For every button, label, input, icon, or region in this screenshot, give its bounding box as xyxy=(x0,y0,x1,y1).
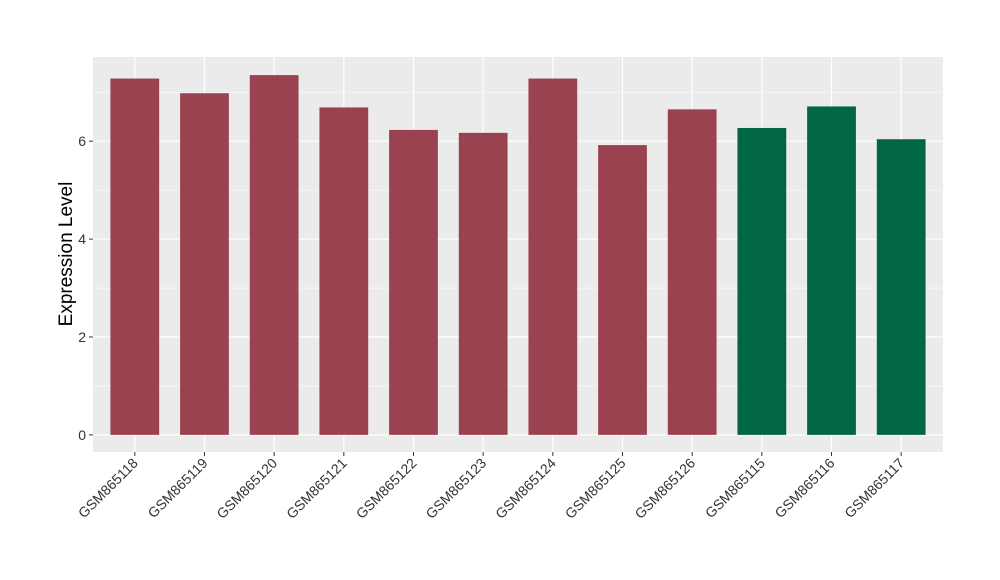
bar-GSM865117 xyxy=(876,139,926,435)
x-tick-label: GSM865122 xyxy=(353,455,420,522)
bar-GSM865119 xyxy=(180,93,229,435)
x-tick-label: GSM865126 xyxy=(631,455,698,522)
x-tick-label: GSM865120 xyxy=(213,455,280,522)
bar-GSM865123 xyxy=(458,132,508,435)
x-tick-label: GSM865118 xyxy=(75,455,141,521)
bar-GSM865115 xyxy=(737,127,787,435)
y-tick-label: 0 xyxy=(78,427,86,443)
bar-GSM865124 xyxy=(528,78,578,435)
bar-GSM865120 xyxy=(249,75,299,435)
bar-GSM865126 xyxy=(667,109,717,435)
x-tick-label: GSM865123 xyxy=(422,455,489,522)
y-axis: 0 2 4 6 xyxy=(78,133,93,443)
y-axis-title: Expression Level xyxy=(56,182,77,327)
x-tick-label: GSM865125 xyxy=(562,455,629,522)
bar-GSM865118 xyxy=(110,78,160,435)
x-tick-label: GSM865117 xyxy=(841,455,907,521)
bars xyxy=(110,75,926,435)
y-tick-label: 6 xyxy=(78,133,86,149)
bar-GSM865122 xyxy=(389,129,438,435)
x-tick-label: GSM865115 xyxy=(702,455,768,521)
y-tick-label: 4 xyxy=(78,231,86,247)
minor-gridlines xyxy=(93,91,943,387)
x-tick-label: GSM865124 xyxy=(492,455,559,522)
bar-GSM865116 xyxy=(807,106,856,435)
x-axis: GSM865118 GSM865119 GSM865120 GSM865121 GSM8… xyxy=(75,452,907,522)
y-tick-label: 2 xyxy=(78,329,86,345)
bar-GSM865125 xyxy=(598,145,647,435)
x-tick-label: GSM865121 xyxy=(283,455,350,522)
x-tick-label: GSM865116 xyxy=(771,455,837,521)
bar-GSM865121 xyxy=(319,107,369,435)
x-tick-label: GSM865119 xyxy=(144,455,210,521)
